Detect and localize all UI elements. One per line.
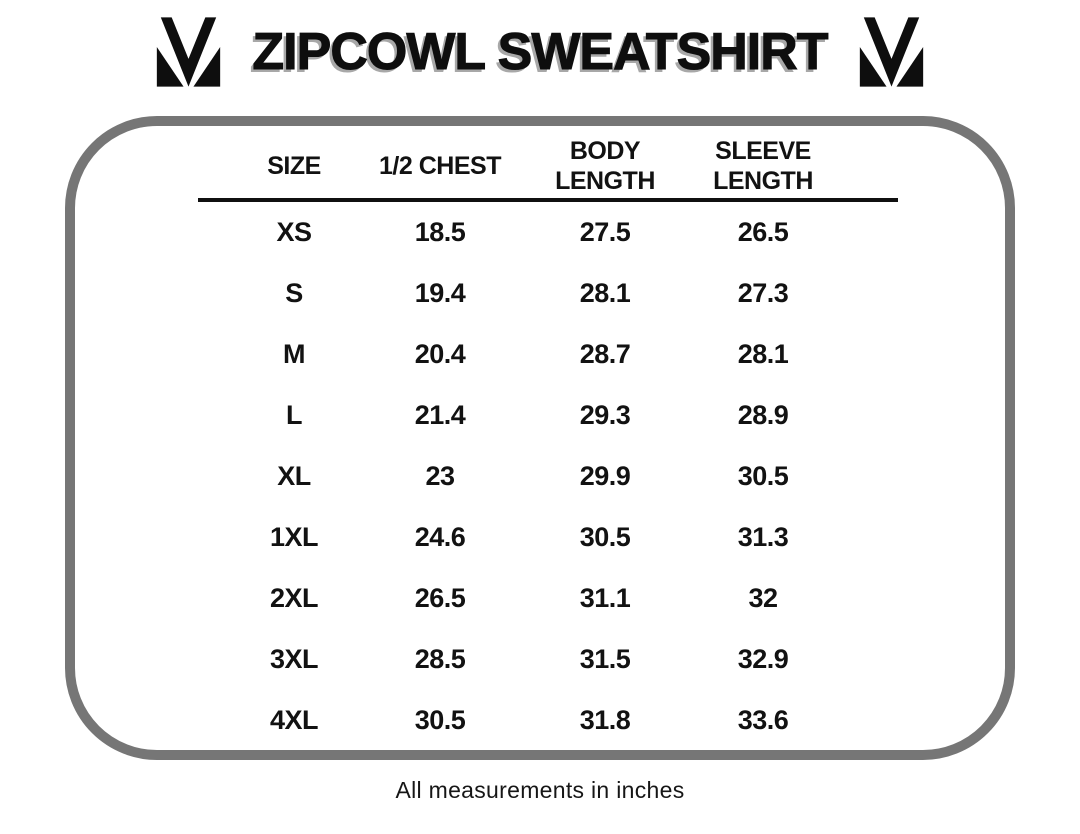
cell-size: 2XL <box>269 583 319 613</box>
table-row: M 20.4 28.7 28.1 <box>198 324 898 385</box>
column-header-sleeve-length: SLEEVE LENGTH <box>713 136 813 196</box>
size-chart-table: SIZE 1/2 CHEST BODY LENGTH SLEEVE LENGTH <box>198 126 898 751</box>
cell-half-chest: 28.5 <box>414 644 466 674</box>
cell-sleeve-length: 27.3 <box>737 278 789 308</box>
page-title: ZIPCOWL SWEATSHIRT <box>252 23 829 82</box>
header: ZIPCOWL SWEATSHIRT <box>0 16 1080 88</box>
cell-half-chest: 30.5 <box>414 705 466 735</box>
cell-body-length: 29.9 <box>579 461 631 491</box>
table-row: 3XL 28.5 31.5 32.9 <box>198 629 898 690</box>
column-header-line: SIZE <box>267 152 321 180</box>
size-chart-panel: SIZE 1/2 CHEST BODY LENGTH SLEEVE LENGTH <box>65 116 1015 760</box>
cell-body-length: 30.5 <box>579 522 631 552</box>
cell-body-length: 31.1 <box>579 583 631 613</box>
column-header-half-chest: 1/2 CHEST <box>379 151 501 181</box>
column-header-size: SIZE <box>198 151 390 181</box>
table-row: XL 23 29.9 30.5 <box>198 446 898 507</box>
table-row: L 21.4 29.3 28.9 <box>198 385 898 446</box>
cell-sleeve-length: 28.9 <box>737 400 789 430</box>
column-header-line: BODY <box>569 137 641 165</box>
cell-body-length: 29.3 <box>579 400 631 430</box>
cell-size: XS <box>276 217 312 247</box>
table-body: XS 18.5 27.5 26.5 S 19.4 28.1 27.3 M 20.… <box>198 202 898 751</box>
cell-half-chest: 18.5 <box>414 217 466 247</box>
size-chart-page: ZIPCOWL SWEATSHIRT SIZE 1/2 CHEST <box>0 16 1080 834</box>
brand-m-logo-left-icon <box>141 17 236 87</box>
cell-half-chest: 19.4 <box>414 278 466 308</box>
cell-sleeve-length: 32 <box>748 583 778 613</box>
table-row: XS 18.5 27.5 26.5 <box>198 202 898 263</box>
cell-half-chest: 24.6 <box>414 522 466 552</box>
cell-body-length: 31.5 <box>579 644 631 674</box>
cell-body-length: 28.1 <box>579 278 631 308</box>
brand-m-logo-right-icon <box>844 17 939 87</box>
cell-half-chest: 20.4 <box>414 339 466 369</box>
table-row: S 19.4 28.1 27.3 <box>198 263 898 324</box>
column-header-line: LENGTH <box>713 167 813 195</box>
cell-half-chest: 23 <box>425 461 455 491</box>
cell-sleeve-length: 26.5 <box>737 217 789 247</box>
column-header-line: LENGTH <box>555 167 655 195</box>
cell-sleeve-length: 32.9 <box>737 644 789 674</box>
cell-size: XL <box>277 461 311 491</box>
column-header-body-length: BODY LENGTH <box>490 136 720 196</box>
cell-size: L <box>286 400 303 430</box>
table-row: 2XL 26.5 31.1 32 <box>198 568 898 629</box>
header-divider <box>198 198 898 202</box>
table-row: 4XL 30.5 31.8 33.6 <box>198 690 898 751</box>
cell-size: 1XL <box>269 522 319 552</box>
cell-body-length: 28.7 <box>579 339 631 369</box>
cell-size: M <box>283 339 306 369</box>
cell-half-chest: 26.5 <box>414 583 466 613</box>
cell-body-length: 27.5 <box>579 217 631 247</box>
cell-half-chest: 21.4 <box>414 400 466 430</box>
column-header-line: 1/2 CHEST <box>379 152 501 180</box>
cell-size: 4XL <box>269 705 319 735</box>
table-row: 1XL 24.6 30.5 31.3 <box>198 507 898 568</box>
column-header-line: SLEEVE <box>715 137 811 165</box>
cell-sleeve-length: 28.1 <box>737 339 789 369</box>
cell-sleeve-length: 31.3 <box>737 522 789 552</box>
table-header-row: SIZE 1/2 CHEST BODY LENGTH SLEEVE LENGTH <box>198 126 898 198</box>
measurements-note: All measurements in inches <box>395 777 685 803</box>
cell-body-length: 31.8 <box>579 705 631 735</box>
cell-size: S <box>285 278 303 308</box>
cell-sleeve-length: 30.5 <box>737 461 789 491</box>
cell-sleeve-length: 33.6 <box>737 705 789 735</box>
cell-size: 3XL <box>269 644 319 674</box>
